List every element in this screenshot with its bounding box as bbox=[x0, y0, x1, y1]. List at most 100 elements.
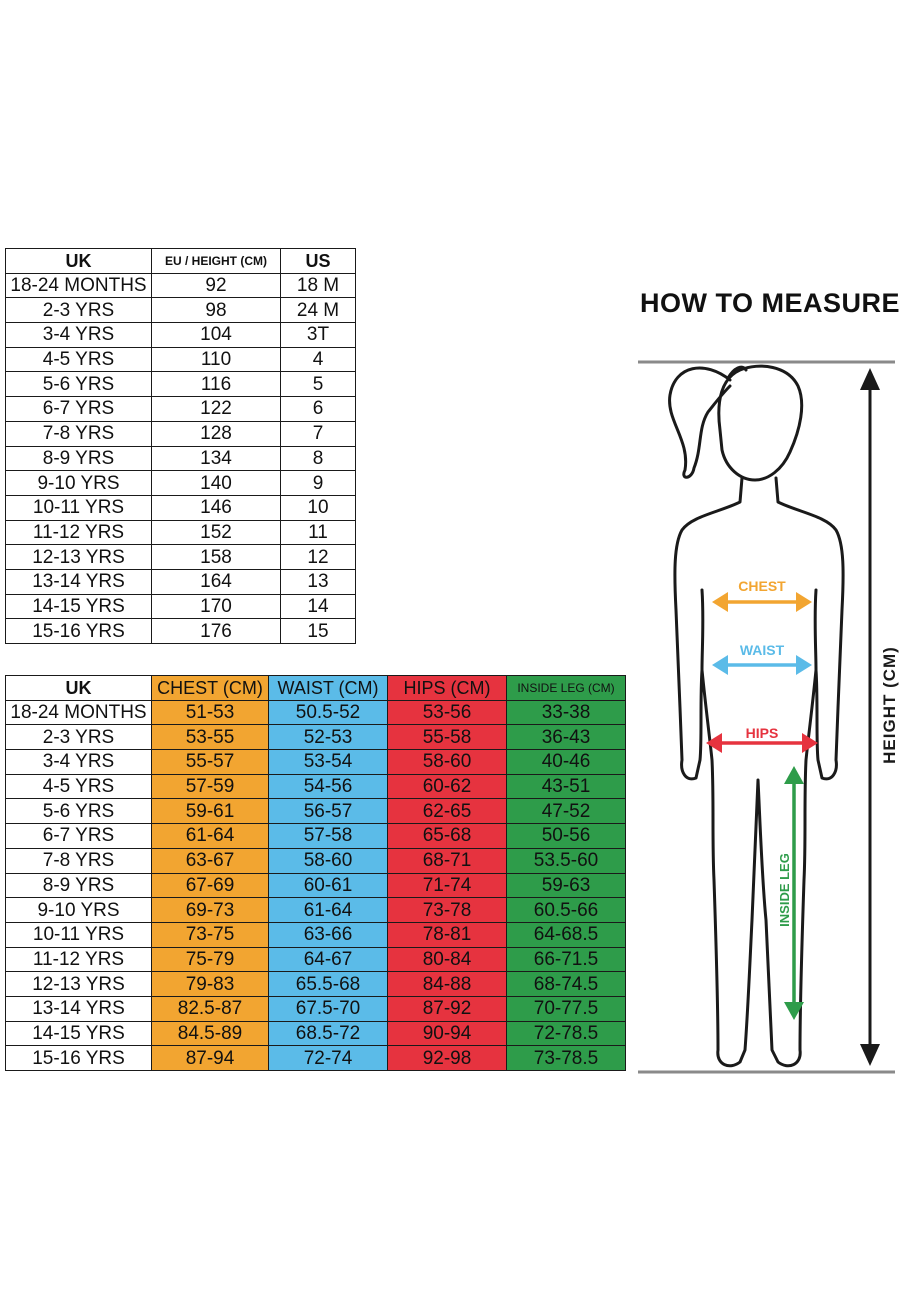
header-us: US bbox=[280, 248, 356, 274]
uk-size-cell: 18-24 MONTHS bbox=[5, 699, 152, 726]
size-conversion-table: UK EU / HEIGHT (CM) US 18-24 MONTHS 92 18 … bbox=[5, 248, 356, 644]
inside-leg-cell: 53.5-60 bbox=[506, 847, 626, 874]
inside-leg-cell: 36-43 bbox=[506, 724, 626, 751]
measurements-table: UK CHEST (CM) WAIST (CM) HIPS (CM) INSID… bbox=[5, 675, 626, 1071]
uk-size-cell: 15-16 YRS bbox=[5, 618, 152, 644]
waist-cell: 54-56 bbox=[268, 773, 388, 800]
us-size-cell: 13 bbox=[280, 568, 356, 595]
measure-table-row: 6-7 YRS 61-64 57-58 65-68 50-56 bbox=[5, 823, 626, 849]
size-table-row: 12-13 YRS 158 12 bbox=[5, 544, 356, 570]
us-size-cell: 11 bbox=[280, 519, 356, 546]
chest-cell: 87-94 bbox=[151, 1045, 269, 1071]
size-table-row: 7-8 YRS 128 7 bbox=[5, 420, 356, 447]
waist-cell: 67.5-70 bbox=[268, 995, 388, 1022]
size-table-row: 15-16 YRS 176 15 bbox=[5, 618, 356, 644]
hips-arrow bbox=[706, 733, 818, 753]
waist-cell: 61-64 bbox=[268, 897, 388, 923]
chest-cell: 55-57 bbox=[151, 749, 269, 775]
waist-cell: 63-66 bbox=[268, 921, 388, 948]
hips-cell: 68-71 bbox=[387, 847, 507, 874]
inside-leg-cell: 59-63 bbox=[506, 872, 626, 899]
measure-table-row: 9-10 YRS 69-73 61-64 73-78 60.5-66 bbox=[5, 897, 626, 923]
eu-height-cell: 164 bbox=[151, 568, 281, 595]
us-size-cell: 15 bbox=[280, 618, 356, 644]
hips-cell: 55-58 bbox=[387, 724, 507, 751]
measure-table-header-row: UK CHEST (CM) WAIST (CM) HIPS (CM) INSID… bbox=[5, 675, 626, 701]
chest-arrow bbox=[712, 592, 812, 612]
waist-cell: 72-74 bbox=[268, 1045, 388, 1071]
child-silhouette bbox=[668, 364, 845, 1068]
chest-cell: 75-79 bbox=[151, 946, 269, 973]
height-label: HEIGHT (CM) bbox=[880, 646, 899, 764]
measure-table-row: 3-4 YRS 55-57 53-54 58-60 40-46 bbox=[5, 749, 626, 775]
measure-table-row: 4-5 YRS 57-59 54-56 60-62 43-51 bbox=[5, 773, 626, 800]
eu-height-cell: 104 bbox=[151, 322, 281, 348]
eu-height-cell: 134 bbox=[151, 445, 281, 472]
uk-size-cell: 6-7 YRS bbox=[5, 823, 152, 849]
inside-leg-cell: 73-78.5 bbox=[506, 1045, 626, 1071]
uk-size-cell: 12-13 YRS bbox=[5, 544, 152, 570]
header-uk: UK bbox=[5, 675, 152, 701]
hips-cell: 78-81 bbox=[387, 921, 507, 948]
chest-cell: 63-67 bbox=[151, 847, 269, 874]
uk-size-cell: 14-15 YRS bbox=[5, 1020, 152, 1047]
waist-cell: 60-61 bbox=[268, 872, 388, 899]
uk-size-cell: 7-8 YRS bbox=[5, 420, 152, 447]
uk-size-cell: 5-6 YRS bbox=[5, 798, 152, 825]
header-inside-leg: INSIDE LEG (CM) bbox=[506, 675, 626, 701]
inside-leg-cell: 70-77.5 bbox=[506, 995, 626, 1022]
uk-size-cell: 15-16 YRS bbox=[5, 1045, 152, 1071]
inside-leg-cell: 40-46 bbox=[506, 749, 626, 775]
measure-table-row: 7-8 YRS 63-67 58-60 68-71 53.5-60 bbox=[5, 847, 626, 874]
uk-size-cell: 11-12 YRS bbox=[5, 946, 152, 973]
uk-size-cell: 13-14 YRS bbox=[5, 568, 152, 595]
chest-cell: 82.5-87 bbox=[151, 995, 269, 1022]
chest-cell: 84.5-89 bbox=[151, 1020, 269, 1047]
measure-table-body: 18-24 MONTHS 51-53 50.5-52 53-56 33-38 2-3 YR… bbox=[5, 699, 626, 1071]
uk-size-cell: 9-10 YRS bbox=[5, 897, 152, 923]
size-table-row: 11-12 YRS 152 11 bbox=[5, 519, 356, 546]
measure-table-row: 13-14 YRS 82.5-87 67.5-70 87-92 70-77.5 bbox=[5, 995, 626, 1022]
measure-table-row: 18-24 MONTHS 51-53 50.5-52 53-56 33-38 bbox=[5, 699, 626, 726]
hips-cell: 71-74 bbox=[387, 872, 507, 899]
header-eu-height: EU / HEIGHT (CM) bbox=[151, 248, 281, 274]
inside-leg-cell: 50-56 bbox=[506, 823, 626, 849]
uk-size-cell: 4-5 YRS bbox=[5, 346, 152, 373]
measure-table-row: 11-12 YRS 75-79 64-67 80-84 66-71.5 bbox=[5, 946, 626, 973]
eu-height-cell: 140 bbox=[151, 470, 281, 496]
header-waist: WAIST (CM) bbox=[268, 675, 388, 701]
size-table-row: 9-10 YRS 140 9 bbox=[5, 470, 356, 496]
measure-table-row: 14-15 YRS 84.5-89 68.5-72 90-94 72-78.5 bbox=[5, 1020, 626, 1047]
size-table-row: 2-3 YRS 98 24 M bbox=[5, 297, 356, 324]
us-size-cell: 24 M bbox=[280, 297, 356, 324]
uk-size-cell: 6-7 YRS bbox=[5, 396, 152, 422]
waist-cell: 52-53 bbox=[268, 724, 388, 751]
uk-size-cell: 10-11 YRS bbox=[5, 921, 152, 948]
chest-cell: 53-55 bbox=[151, 724, 269, 751]
size-table-row: 13-14 YRS 164 13 bbox=[5, 568, 356, 595]
measure-table-row: 15-16 YRS 87-94 72-74 92-98 73-78.5 bbox=[5, 1045, 626, 1071]
uk-size-cell: 9-10 YRS bbox=[5, 470, 152, 496]
us-size-cell: 14 bbox=[280, 593, 356, 620]
uk-size-cell: 10-11 YRS bbox=[5, 494, 152, 521]
inside-leg-arrow bbox=[784, 766, 804, 1020]
chest-cell: 79-83 bbox=[151, 971, 269, 997]
hips-cell: 53-56 bbox=[387, 699, 507, 726]
uk-size-cell: 5-6 YRS bbox=[5, 371, 152, 398]
waist-label: WAIST bbox=[740, 642, 785, 658]
inside-leg-cell: 33-38 bbox=[506, 699, 626, 726]
us-size-cell: 18 M bbox=[280, 272, 356, 299]
size-table-row: 4-5 YRS 110 4 bbox=[5, 346, 356, 373]
size-table-row: 6-7 YRS 122 6 bbox=[5, 396, 356, 422]
eu-height-cell: 116 bbox=[151, 371, 281, 398]
inside-leg-cell: 47-52 bbox=[506, 798, 626, 825]
waist-cell: 50.5-52 bbox=[268, 699, 388, 726]
measure-table-row: 10-11 YRS 73-75 63-66 78-81 64-68.5 bbox=[5, 921, 626, 948]
child-measurement-figure: HEIGHT (CM) CHEST WAIST HIPS INSIDE LEG bbox=[638, 360, 899, 1074]
waist-cell: 57-58 bbox=[268, 823, 388, 849]
size-table-header-row: UK EU / HEIGHT (CM) US bbox=[5, 248, 356, 274]
chest-cell: 59-61 bbox=[151, 798, 269, 825]
hips-cell: 80-84 bbox=[387, 946, 507, 973]
height-arrow bbox=[860, 368, 880, 1066]
size-table-row: 14-15 YRS 170 14 bbox=[5, 593, 356, 620]
